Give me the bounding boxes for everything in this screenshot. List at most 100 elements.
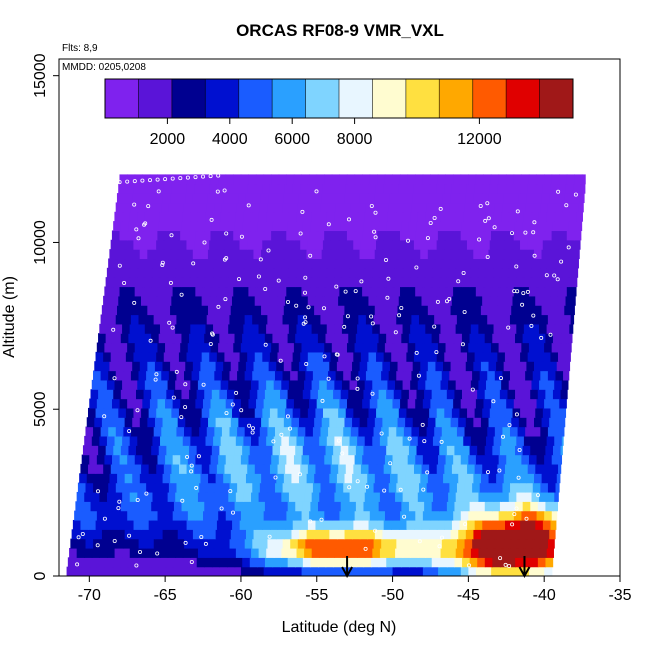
plot-frame <box>58 58 621 577</box>
field-cell <box>365 426 375 437</box>
field-cell <box>277 407 286 418</box>
sample-point <box>402 514 407 519</box>
field-cell <box>369 454 378 465</box>
field-cell <box>338 295 347 306</box>
field-cell <box>151 501 160 512</box>
field-cell <box>156 351 165 362</box>
field-cell <box>114 547 123 558</box>
field-cell <box>250 379 260 390</box>
field-cell <box>263 566 272 576</box>
field-cell <box>353 463 362 474</box>
field-cell <box>295 221 304 232</box>
field-cell <box>370 333 380 344</box>
field-cell <box>489 407 498 418</box>
field-cell <box>489 239 498 250</box>
field-cell <box>143 221 152 232</box>
field-cell <box>245 361 255 372</box>
field-cell <box>388 538 397 549</box>
field-cell <box>286 398 295 409</box>
field-cell <box>515 389 524 400</box>
field-cell <box>211 445 221 456</box>
field-cell <box>493 323 502 334</box>
field-cell <box>170 193 179 204</box>
field-cell <box>237 258 246 269</box>
field-cell <box>374 249 383 260</box>
field-cell <box>384 230 394 241</box>
field-cell <box>127 342 136 353</box>
field-cell <box>532 482 541 493</box>
field-cell <box>350 370 359 381</box>
field-cell <box>204 557 213 568</box>
field-cell <box>306 473 315 484</box>
field-cell <box>398 183 407 194</box>
colorbar-swatch <box>238 79 273 118</box>
field-cell <box>429 351 438 362</box>
field-cell <box>436 407 445 418</box>
sample-point <box>194 485 199 490</box>
field-cell <box>200 249 209 260</box>
field-cell <box>362 342 371 353</box>
field-cell <box>520 183 529 194</box>
field-cell <box>151 557 160 568</box>
field-cell <box>228 379 237 390</box>
sample-point <box>544 273 549 278</box>
field-cell <box>422 174 431 185</box>
field-cell <box>550 463 559 474</box>
sample-point <box>314 189 319 194</box>
field-cell <box>157 230 166 241</box>
field-cell <box>475 398 485 409</box>
field-cell <box>456 538 466 549</box>
sample-point <box>201 382 206 387</box>
field-cell <box>105 333 114 344</box>
field-cell <box>393 333 402 344</box>
field-cell <box>152 491 161 502</box>
field-cell <box>493 267 502 278</box>
field-cell <box>431 333 440 344</box>
sample-point <box>439 439 444 444</box>
field-cell <box>109 417 118 428</box>
field-cell <box>539 323 548 334</box>
field-cell <box>544 566 553 576</box>
field-cell <box>387 547 396 558</box>
sample-point <box>515 289 520 294</box>
field-cell <box>117 417 126 428</box>
field-cell <box>427 193 436 204</box>
field-cell <box>132 249 141 260</box>
field-cell <box>268 529 277 540</box>
field-cell <box>479 314 488 325</box>
field-cell <box>473 193 482 204</box>
field-cell <box>334 491 343 502</box>
field-cell <box>177 417 186 428</box>
field-cell <box>535 519 544 530</box>
field-cell <box>349 435 358 446</box>
field-cell <box>440 435 449 446</box>
field-cell <box>352 473 361 484</box>
field-cell <box>242 389 251 400</box>
sample-point <box>497 468 502 473</box>
sample-point <box>439 535 444 540</box>
field-cell <box>368 463 377 474</box>
field-cell <box>369 566 378 576</box>
field-cell <box>475 510 485 521</box>
field-cell <box>216 407 226 418</box>
field-cell <box>143 277 152 288</box>
field-cell <box>293 286 303 297</box>
field-cell <box>342 547 351 558</box>
field-cell <box>312 258 321 269</box>
field-cell <box>106 379 116 390</box>
field-cell <box>405 529 414 540</box>
field-cell <box>398 463 408 474</box>
field-cell <box>394 211 404 222</box>
field-cell <box>485 379 495 390</box>
field-cell <box>531 435 540 446</box>
field-cell <box>136 501 145 512</box>
field-cell <box>309 342 318 353</box>
sample-point <box>156 189 161 194</box>
sample-point <box>87 182 92 187</box>
field-cell <box>515 333 524 344</box>
field-cell <box>182 323 191 334</box>
field-cell <box>245 417 255 428</box>
sample-point <box>250 430 255 435</box>
field-cell <box>329 417 338 428</box>
field-cell <box>504 463 514 474</box>
